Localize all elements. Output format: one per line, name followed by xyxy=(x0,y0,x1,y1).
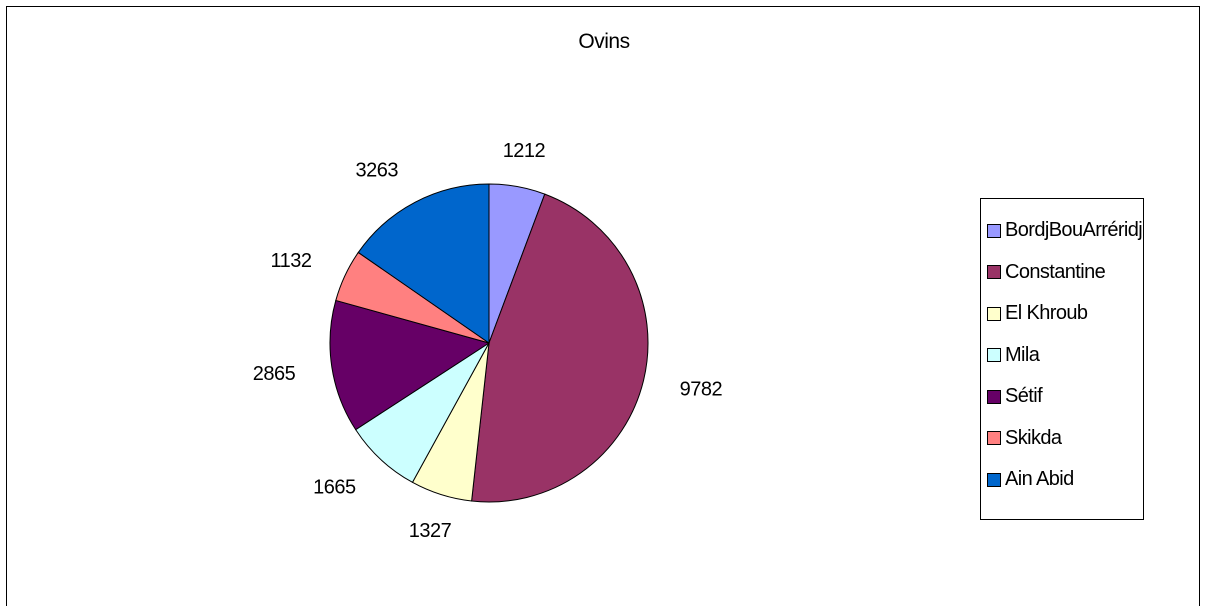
pie-data-label: 3263 xyxy=(356,159,399,181)
pie-slice xyxy=(329,299,491,431)
legend-swatch xyxy=(987,265,1001,280)
legend-item: Skikda xyxy=(981,418,1143,460)
legend-item: Sétif xyxy=(981,376,1143,418)
legend-swatch xyxy=(987,472,1001,487)
legend-label: El Khroub xyxy=(1005,302,1088,325)
legend-swatch xyxy=(987,431,1001,446)
legend-item: BordjBouArréridj xyxy=(981,210,1143,252)
legend-swatch xyxy=(987,348,1001,363)
pie-data-label: 9782 xyxy=(680,378,723,400)
legend-label: BordjBouArréridj xyxy=(1005,219,1143,242)
pie-slices xyxy=(329,183,649,503)
legend-label: Ain Abid xyxy=(1005,468,1074,491)
legend-label: Sétif xyxy=(1005,385,1043,408)
legend-swatch xyxy=(987,306,1001,321)
legend-label: Constantine xyxy=(1005,260,1106,283)
pie-slice xyxy=(471,193,649,503)
pie-data-label: 2865 xyxy=(253,363,296,385)
pie-slice xyxy=(357,183,490,344)
chart-legend: BordjBouArréridj Constantine El Khroub Mila… xyxy=(980,198,1144,520)
legend-item: Mila xyxy=(981,335,1143,377)
chart-title: Ovins xyxy=(578,30,630,53)
legend-item: Constantine xyxy=(981,252,1143,294)
legend-item: El Khroub xyxy=(981,293,1143,335)
pie-data-label: 1327 xyxy=(409,520,452,542)
pie-data-label: 1665 xyxy=(313,477,356,499)
legend-swatch xyxy=(987,389,1001,404)
legend-label: Mila xyxy=(1005,343,1040,366)
legend-item: Ain Abid xyxy=(981,459,1143,501)
legend-swatch xyxy=(987,223,1001,238)
pie-data-label: 1132 xyxy=(271,250,312,272)
pie-data-label: 1212 xyxy=(503,140,546,162)
pie-data-labels: 1212 9782 1327 1665 2865 1132 3263 xyxy=(253,140,723,542)
legend-label: Skikda xyxy=(1005,426,1062,449)
